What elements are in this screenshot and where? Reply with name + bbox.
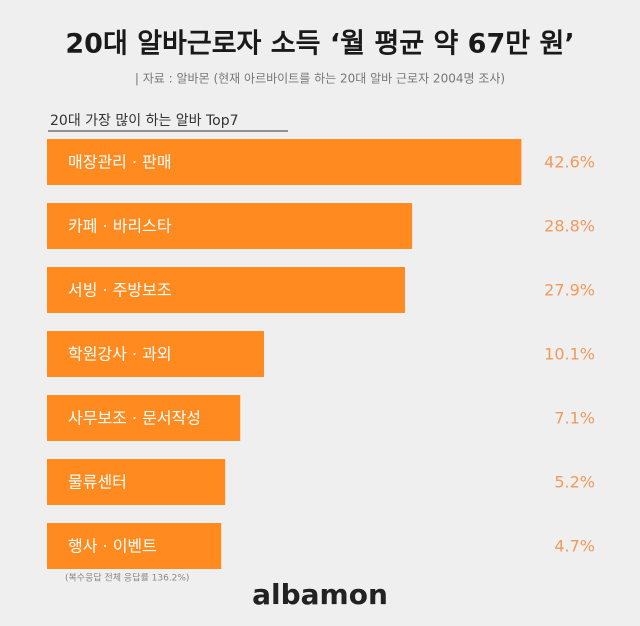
bar — [47, 331, 264, 377]
bar — [47, 139, 522, 185]
bar-label: 행사 · 이벤트 — [68, 537, 157, 556]
bar-label: 물류센터 — [68, 473, 127, 492]
value-label: 27.9% — [544, 281, 595, 300]
bar-label: 사무보조 · 문서작성 — [68, 409, 201, 428]
bar — [47, 395, 241, 441]
logo: albamon — [252, 578, 388, 611]
bar-label: 매장관리 · 판매 — [68, 153, 172, 172]
chart-title: 20대 알바근로자 소득 ‘월 평균 약 67만 원’ — [65, 29, 574, 60]
value-label: 5.2% — [554, 473, 595, 492]
value-label: 7.1% — [554, 409, 595, 428]
value-label: 28.8% — [544, 217, 595, 236]
bar-label: 서빙 · 주방보조 — [68, 281, 172, 300]
footnote: (복수응답 전체 응답률 136.2%) — [65, 572, 189, 584]
bar — [47, 267, 405, 313]
bar — [47, 459, 226, 505]
bar — [47, 203, 413, 249]
value-label: 10.1% — [544, 345, 595, 364]
section-title: 20대 가장 많이 하는 알바 Top7 — [50, 113, 239, 129]
chart-subtitle: | 자료 : 알바몬 (현재 아르바이트를 하는 20대 알바 근로자 2004… — [135, 72, 505, 86]
bar — [47, 523, 222, 569]
bar-label: 학원강사 · 과외 — [68, 345, 172, 364]
value-label: 42.6% — [544, 153, 595, 172]
bar-label: 카페 · 바리스타 — [68, 217, 172, 236]
value-label: 4.7% — [554, 537, 595, 556]
